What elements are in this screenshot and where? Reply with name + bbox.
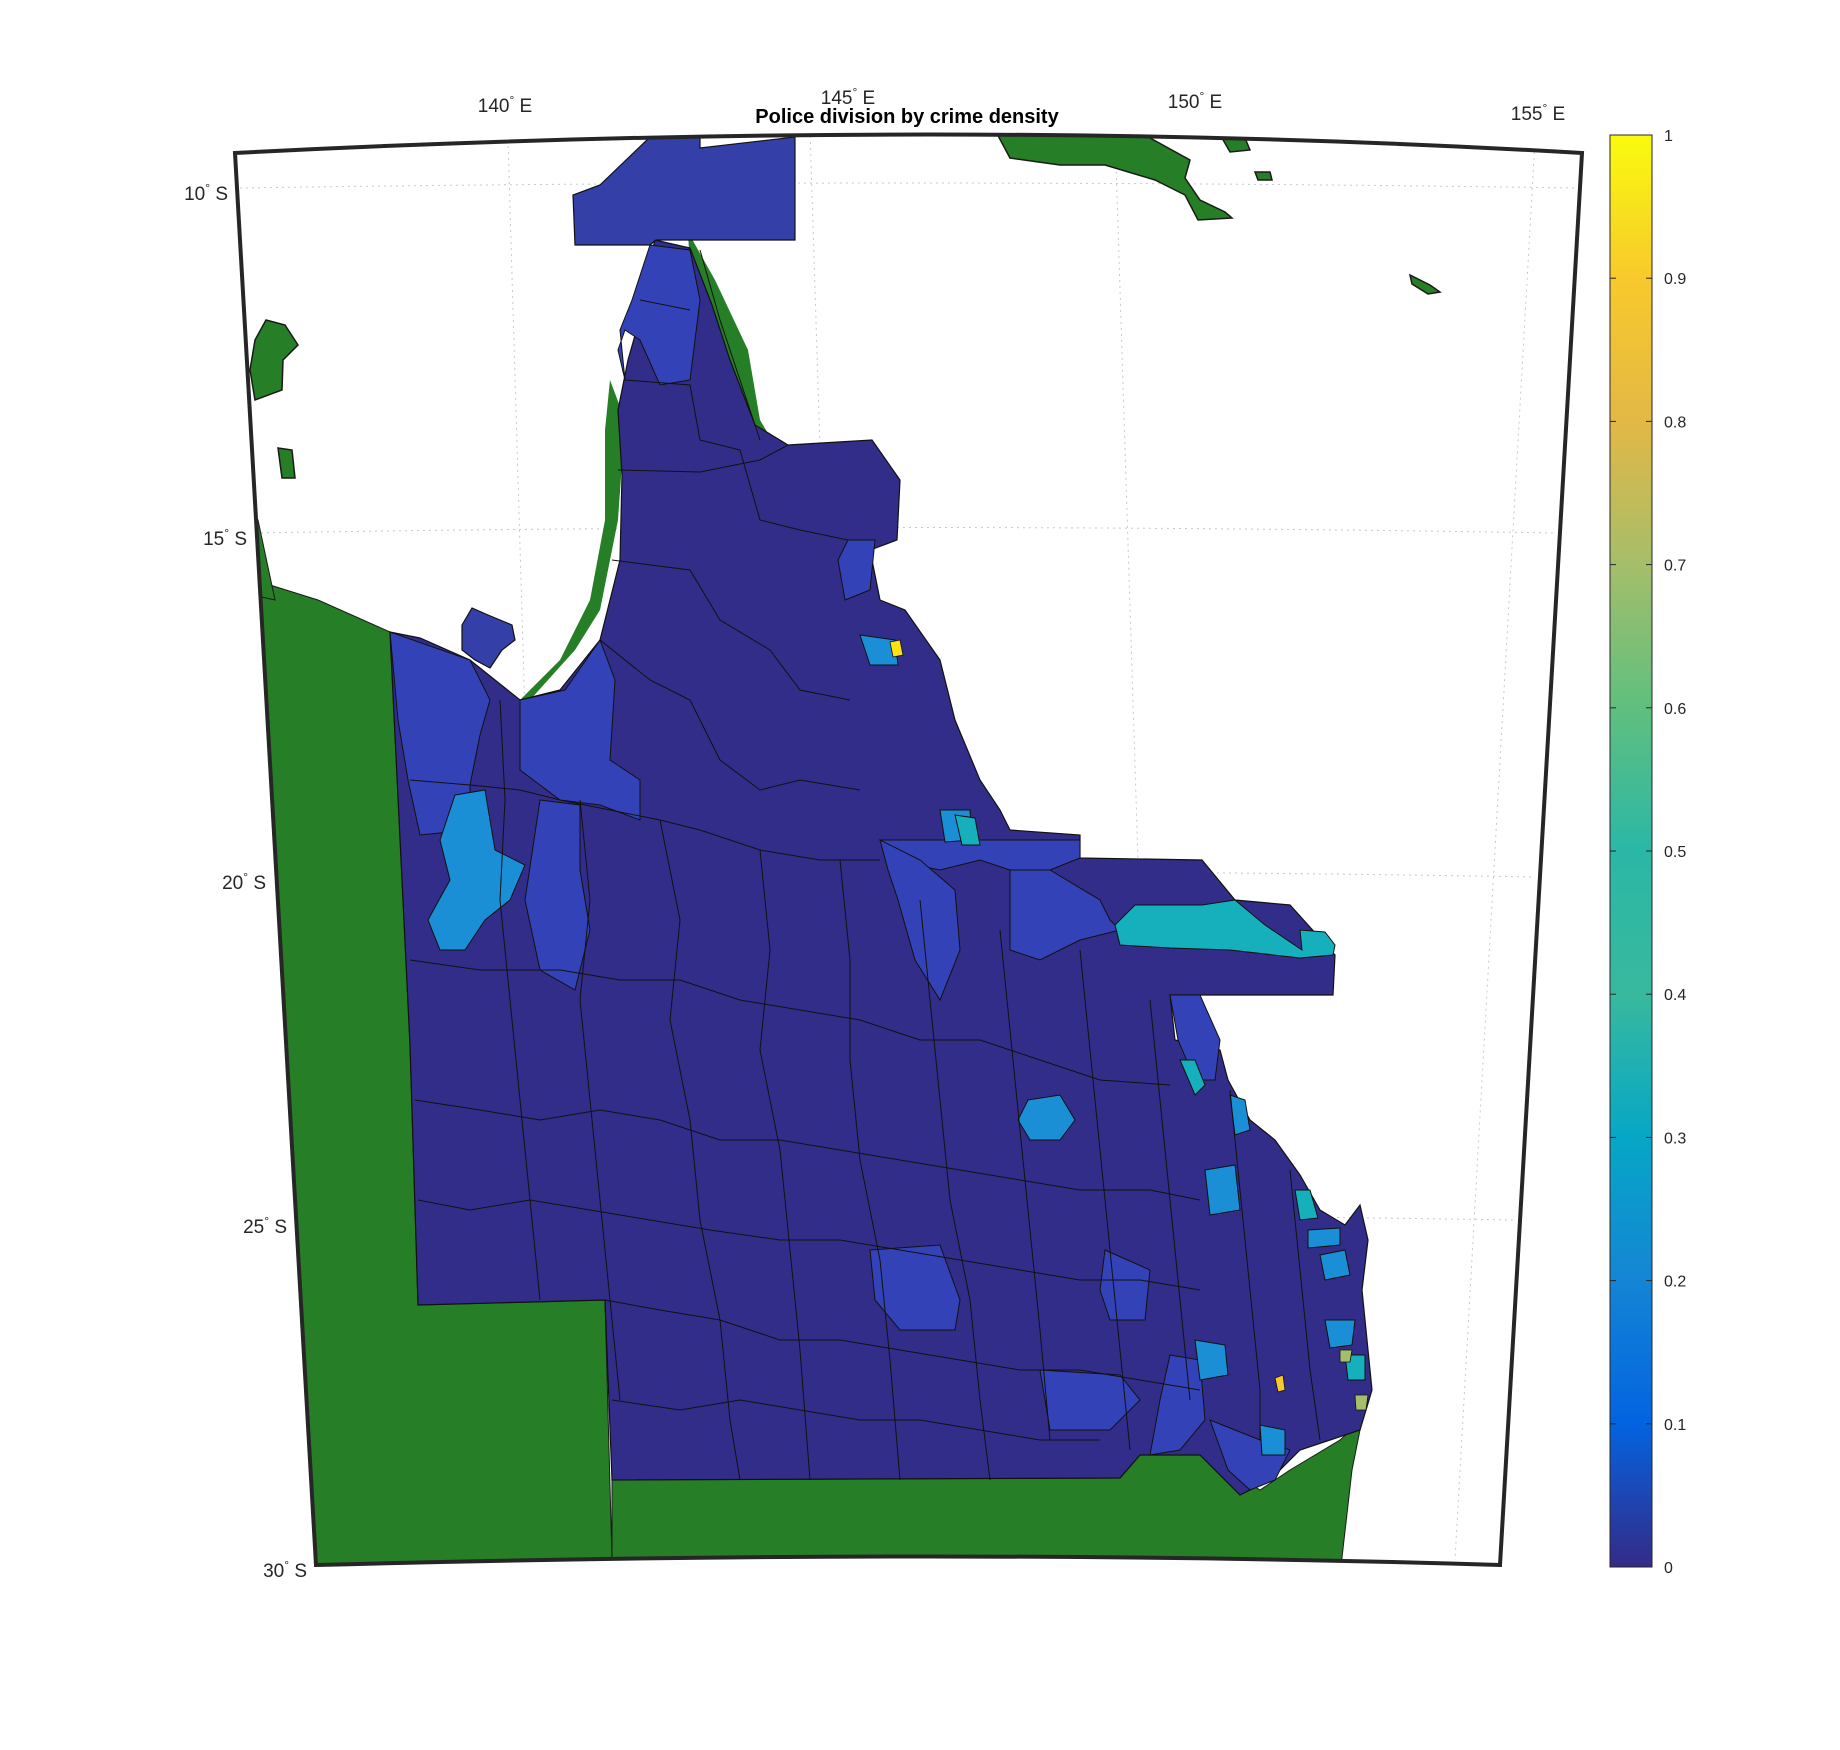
longitude-label-140: 140° E xyxy=(478,93,532,117)
latitude-labels: 10° S 15° S 20° S 25° S 30° S xyxy=(184,181,307,1582)
land-islet-4 xyxy=(277,447,296,479)
colorbar-tick-label: 0.4 xyxy=(1664,987,1686,1004)
colorbar-tick-label: 0.3 xyxy=(1664,1130,1686,1147)
colorbar-tick-label: 0.1 xyxy=(1664,1417,1686,1434)
longitude-label-155: 155° E xyxy=(1511,101,1565,125)
latitude-label-25: 25° S xyxy=(243,1214,287,1238)
longitude-label-150: 150° E xyxy=(1168,89,1222,113)
colorbar-tick-label: 0.5 xyxy=(1664,844,1686,861)
longitude-labels: 140° E 145° E 150° E 155° E xyxy=(478,85,1565,125)
latitude-label-15: 15° S xyxy=(203,526,247,550)
division-torres-strait xyxy=(572,136,796,246)
latitude-label-10: 10° S xyxy=(184,181,228,205)
colorbar-tick-label: 0.7 xyxy=(1664,558,1686,575)
latitude-label-30: 30° S xyxy=(263,1558,307,1582)
colorbar-tick-label: 0 xyxy=(1664,1560,1673,1577)
land-coastal-fringe-west xyxy=(515,380,625,705)
colorbar-tick-label: 0.8 xyxy=(1664,414,1686,431)
colorbar-tick-label: 0.9 xyxy=(1664,271,1686,288)
colorbar-ticks: 0 0.1 0.2 0.3 0.4 0.5 0.6 0.7 0.8 0.9 1 xyxy=(1610,128,1686,1577)
longitude-label-145: 145° E xyxy=(821,85,875,109)
land-papua-new-guinea xyxy=(993,134,1234,221)
land-groote-island xyxy=(249,319,299,402)
divisions-bright xyxy=(889,639,1369,1411)
colorbar-tick-label: 0.2 xyxy=(1664,1274,1686,1291)
map-frame-outline xyxy=(232,132,1585,1568)
map-title: Police division by crime density xyxy=(755,106,1059,128)
colorbar-tick-label: 1 xyxy=(1664,128,1673,145)
division-mornington-island xyxy=(461,607,516,669)
colorbar: 0 0.1 0.2 0.3 0.4 0.5 0.6 0.7 0.8 0.9 1 xyxy=(1609,128,1686,1577)
land-islet-3 xyxy=(1408,273,1442,295)
land-islet-2 xyxy=(1253,171,1273,181)
land-coastal-fringe xyxy=(688,232,905,690)
latitude-label-20: 20° S xyxy=(222,870,266,894)
colorbar-gradient xyxy=(1609,134,1653,1568)
division-boundaries xyxy=(409,249,1321,1481)
divisions-cyan xyxy=(954,814,1366,1381)
colorbar-tick-label: 0.6 xyxy=(1664,701,1686,718)
divisions-light xyxy=(427,634,1356,1456)
